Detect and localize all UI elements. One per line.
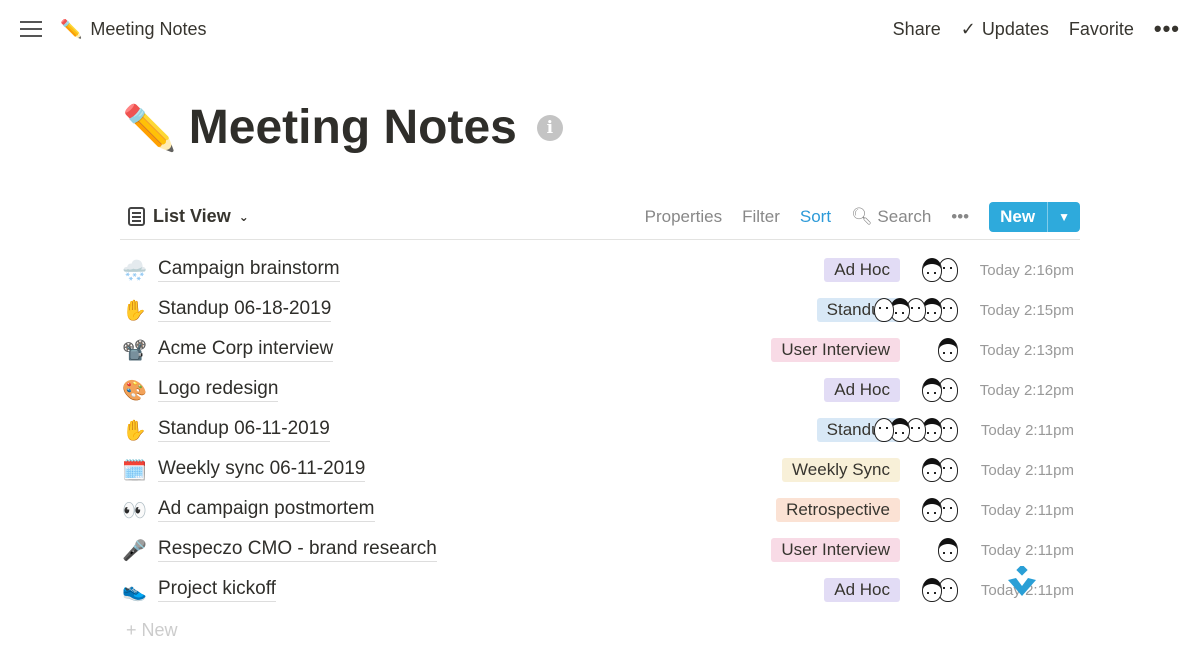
sort-button[interactable]: Sort xyxy=(799,206,832,226)
page-icon: 📽️ xyxy=(122,339,147,362)
attendees xyxy=(874,298,958,322)
info-icon[interactable]: i xyxy=(536,114,563,141)
page-icon: 👟 xyxy=(122,579,147,602)
avatar xyxy=(922,378,942,402)
page-title-link[interactable]: Weekly sync 06-11-2019 xyxy=(158,458,366,482)
avatar xyxy=(922,258,942,282)
more-options-icon[interactable]: ••• xyxy=(951,206,970,226)
list-item[interactable]: ✋ Standup 06-18-2019 Standup Today 2:15p… xyxy=(120,290,1080,330)
search-button[interactable]: 🔍︎ Search xyxy=(851,207,931,227)
tag-badge: Retrospective xyxy=(776,498,900,522)
list-item[interactable]: 👟 Project kickoff Ad Hoc Today 2:11pm xyxy=(120,570,1080,610)
database-toolbar: List View ⌄ Properties Filter Sort 🔍︎ Se… xyxy=(120,194,1080,240)
created-time: Today 2:13pm xyxy=(979,341,1074,359)
avatar xyxy=(874,298,894,322)
menu-icon[interactable] xyxy=(20,21,42,37)
page-title-link[interactable]: Acme Corp interview xyxy=(158,338,334,362)
check-icon: ✓ xyxy=(960,18,976,39)
created-time: Today 2:16pm xyxy=(979,261,1074,279)
created-time: Today 2:11pm xyxy=(980,581,1074,599)
page-icon: 👀 xyxy=(122,499,147,522)
avatar xyxy=(922,498,942,522)
search-label: Search xyxy=(877,206,932,226)
chevron-down-icon: ⌄ xyxy=(238,209,249,224)
share-button[interactable]: Share xyxy=(892,18,941,39)
created-time: Today 2:11pm xyxy=(980,541,1074,559)
search-icon: 🔍︎ xyxy=(851,206,873,226)
page-header: ✏️ Meeting Notes i xyxy=(122,100,563,155)
created-time: Today 2:12pm xyxy=(979,381,1074,399)
attendees xyxy=(938,338,958,362)
properties-button[interactable]: Properties xyxy=(644,206,723,226)
tag-badge: Ad Hoc xyxy=(824,258,900,282)
avatar xyxy=(922,458,942,482)
avatar xyxy=(938,338,958,362)
page-icon: ✋ xyxy=(122,299,147,322)
list-item[interactable]: ✋ Standup 06-11-2019 Standup Today 2:11p… xyxy=(120,410,1080,450)
page-title-link[interactable]: Logo redesign xyxy=(158,378,279,402)
list-item[interactable]: 🌨️ Campaign brainstorm Ad Hoc Today 2:16… xyxy=(120,250,1080,290)
updates-button[interactable]: ✓ Updates xyxy=(961,19,1049,40)
view-selector[interactable]: List View ⌄ xyxy=(128,206,249,227)
list-item[interactable]: 🗓️ Weekly sync 06-11-2019 Weekly Sync To… xyxy=(120,450,1080,490)
avatar xyxy=(938,498,958,522)
page-title-link[interactable]: Respeczo CMO - brand research xyxy=(158,538,437,562)
more-icon[interactable]: ••• xyxy=(1153,16,1180,41)
meeting-list: 🌨️ Campaign brainstorm Ad Hoc Today 2:16… xyxy=(120,250,1080,650)
favorite-button[interactable]: Favorite xyxy=(1068,18,1134,39)
breadcrumb-label: Meeting Notes xyxy=(90,18,207,39)
created-time: Today 2:11pm xyxy=(980,461,1074,479)
list-item[interactable]: 👀 Ad campaign postmortem Retrospective T… xyxy=(120,490,1080,530)
list-item[interactable]: 🎨 Logo redesign Ad Hoc Today 2:12pm xyxy=(120,370,1080,410)
new-row: + New xyxy=(120,610,1080,650)
page-title-link[interactable]: Ad campaign postmortem xyxy=(158,498,375,522)
avatar xyxy=(938,258,958,282)
new-label: New xyxy=(989,201,1049,232)
filter-button[interactable]: Filter xyxy=(742,206,780,226)
avatar xyxy=(938,538,958,562)
created-time: Today 2:11pm xyxy=(980,501,1074,519)
chevron-down-icon[interactable]: ▼ xyxy=(1058,209,1070,224)
avatar xyxy=(922,578,942,602)
new-button[interactable]: New ▼ xyxy=(989,201,1080,232)
attendees xyxy=(922,378,958,402)
page-title-link[interactable]: Campaign brainstorm xyxy=(158,258,340,282)
watermark-logo xyxy=(1008,566,1036,596)
created-time: Today 2:11pm xyxy=(980,421,1074,439)
page-title-link[interactable]: Standup 06-11-2019 xyxy=(158,418,330,442)
attendees xyxy=(922,578,958,602)
list-item[interactable]: 📽️ Acme Corp interview User Interview To… xyxy=(120,330,1080,370)
page-title-link[interactable]: Project kickoff xyxy=(158,578,276,602)
attendees xyxy=(938,538,958,562)
attendees xyxy=(922,498,958,522)
page-icon: 🌨️ xyxy=(122,259,147,282)
tag-badge: Weekly Sync xyxy=(782,458,900,482)
add-new-row-button[interactable]: + New xyxy=(126,619,178,640)
list-view-icon xyxy=(128,207,145,226)
created-time: Today 2:15pm xyxy=(979,301,1074,319)
pencil-icon: ✏️ xyxy=(122,103,177,153)
page-title-link[interactable]: Standup 06-18-2019 xyxy=(158,298,332,322)
breadcrumb[interactable]: ✏️ Meeting Notes xyxy=(60,19,206,40)
page-icon: 🎨 xyxy=(122,379,147,402)
view-label: List View xyxy=(153,206,231,226)
attendees xyxy=(922,458,958,482)
tag-badge: User Interview xyxy=(771,538,900,562)
attendees xyxy=(874,418,958,442)
attendees xyxy=(922,258,958,282)
page-icon: ✋ xyxy=(122,419,147,442)
topbar: ✏️ Meeting Notes Share ✓ Updates Favorite… xyxy=(0,0,1200,58)
list-item[interactable]: 🎤 Respeczo CMO - brand research User Int… xyxy=(120,530,1080,570)
page-icon: 🗓️ xyxy=(122,459,147,482)
tag-badge: User Interview xyxy=(771,338,900,362)
tag-badge: Ad Hoc xyxy=(824,378,900,402)
page-icon: 🎤 xyxy=(122,539,147,562)
updates-label: Updates xyxy=(981,18,1049,39)
pencil-icon: ✏️ xyxy=(60,18,83,39)
tag-badge: Ad Hoc xyxy=(824,578,900,602)
avatar xyxy=(874,418,894,442)
page-title[interactable]: Meeting Notes xyxy=(188,101,517,154)
